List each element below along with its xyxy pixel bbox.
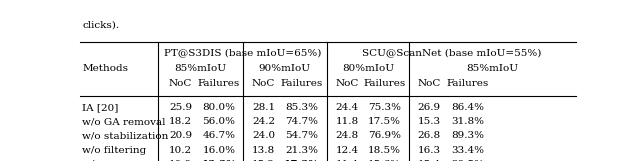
Text: 15.6%: 15.6% [368,160,401,161]
Text: 24.4: 24.4 [335,103,358,112]
Text: 24.8: 24.8 [335,131,358,140]
Text: 26.9: 26.9 [418,103,441,112]
Text: 25.9: 25.9 [169,103,192,112]
Text: 15.4: 15.4 [418,160,441,161]
Text: 24.0: 24.0 [252,131,275,140]
Text: 10.2: 10.2 [169,146,192,155]
Text: 18.5%: 18.5% [368,146,401,155]
Text: 11.8: 11.8 [335,117,358,126]
Text: 15.2: 15.2 [252,160,275,161]
Text: Methods: Methods [83,64,129,73]
Text: 90%mIoU: 90%mIoU [259,64,311,73]
Text: clicks).: clicks). [83,21,120,30]
Text: 74.7%: 74.7% [285,117,318,126]
Text: 31.8%: 31.8% [451,117,484,126]
Text: 85%mIoU: 85%mIoU [467,64,518,73]
Text: 33.4%: 33.4% [451,146,484,155]
Text: Failures: Failures [280,79,323,88]
Text: PT@S3DIS (base mIoU=65%): PT@S3DIS (base mIoU=65%) [164,48,321,57]
Text: 21.3%: 21.3% [285,146,318,155]
Text: 56.0%: 56.0% [202,117,236,126]
Text: 89.3%: 89.3% [451,131,484,140]
Text: SCU@ScanNet (base mIoU=55%): SCU@ScanNet (base mIoU=55%) [362,48,541,57]
Text: 85.3%: 85.3% [285,103,318,112]
Text: 16.3: 16.3 [418,146,441,155]
Text: 80.0%: 80.0% [202,103,236,112]
Text: NoC: NoC [169,79,193,88]
Text: 24.2: 24.2 [252,117,275,126]
Text: NoC: NoC [417,79,441,88]
Text: 17.3%: 17.3% [284,160,319,161]
Text: 29.5%: 29.5% [451,160,484,161]
Text: 20.9: 20.9 [169,131,192,140]
Text: 76.9%: 76.9% [368,131,401,140]
Text: 86.4%: 86.4% [451,103,484,112]
Text: 13.3%: 13.3% [202,160,236,161]
Text: Failures: Failures [198,79,240,88]
Text: 26.8: 26.8 [418,131,441,140]
Text: 11.4: 11.4 [335,160,358,161]
Text: 28.1: 28.1 [252,103,275,112]
Text: 15.3: 15.3 [418,117,441,126]
Text: NoC: NoC [252,79,275,88]
Text: Failures: Failures [364,79,406,88]
Text: IA [20]: IA [20] [83,103,119,112]
Text: 16.0%: 16.0% [202,146,236,155]
Text: 54.7%: 54.7% [285,131,318,140]
Text: 12.4: 12.4 [335,146,358,155]
Text: 17.5%: 17.5% [368,117,401,126]
Text: NoC: NoC [335,79,358,88]
Text: 10.9: 10.9 [169,160,192,161]
Text: 85%mIoU: 85%mIoU [175,64,227,73]
Text: 13.8: 13.8 [252,146,275,155]
Text: Failures: Failures [447,79,489,88]
Text: w/o warm-up: w/o warm-up [83,160,151,161]
Text: 18.2: 18.2 [169,117,192,126]
Text: 75.3%: 75.3% [368,103,401,112]
Text: 46.7%: 46.7% [202,131,236,140]
Text: w/o filtering: w/o filtering [83,146,147,155]
Text: w/o stabilization: w/o stabilization [83,131,169,140]
Text: w/o GA removal: w/o GA removal [83,117,166,126]
Text: 80%mIoU: 80%mIoU [342,64,394,73]
